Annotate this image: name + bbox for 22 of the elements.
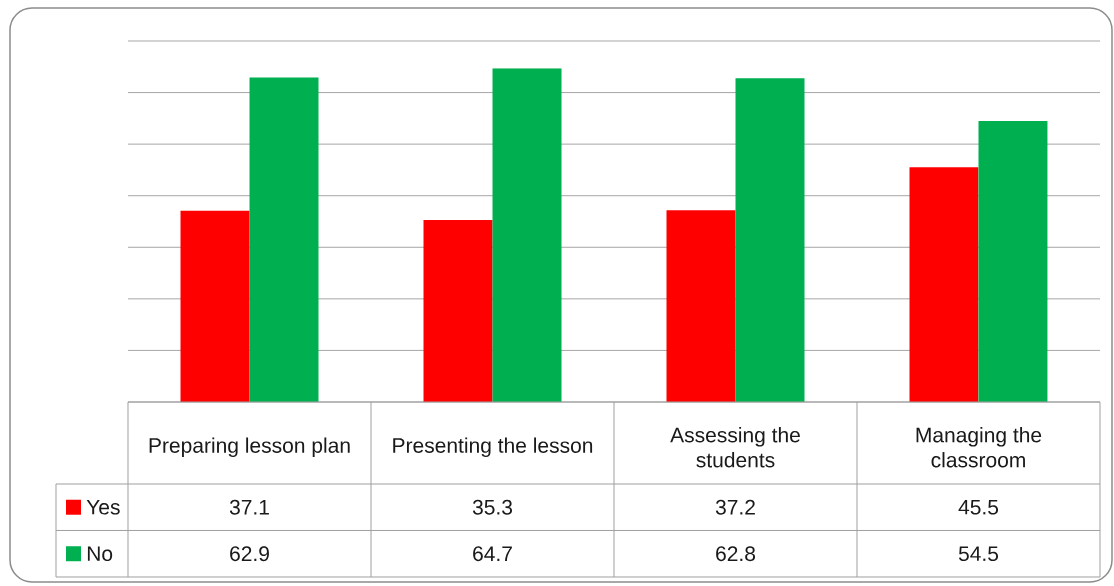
legend-label: No (87, 546, 113, 562)
bar (666, 210, 736, 402)
data-label: 37.1 (229, 499, 269, 515)
data-label: 62.9 (230, 546, 269, 562)
legend-label: Yes (86, 499, 120, 515)
bar (492, 68, 562, 402)
data-label: 35.3 (472, 499, 513, 515)
data-label: 54.5 (958, 546, 999, 562)
data-label: 45.5 (958, 499, 999, 515)
x-tick-label: Managing the classroom (916, 427, 1042, 468)
data-label: 62.8 (716, 546, 756, 562)
x-tick-label: Preparing lesson plan (149, 437, 350, 458)
bar (423, 219, 493, 402)
x-tick-label: Assessing the students (670, 427, 800, 468)
bar (909, 167, 979, 402)
bar (978, 120, 1048, 402)
x-tick-label: Presenting the lesson (393, 437, 593, 458)
data-label: 64.7 (473, 546, 512, 562)
bar (735, 78, 805, 402)
bar (180, 210, 250, 402)
data-label: 37.2 (715, 499, 755, 515)
bar (249, 77, 319, 402)
